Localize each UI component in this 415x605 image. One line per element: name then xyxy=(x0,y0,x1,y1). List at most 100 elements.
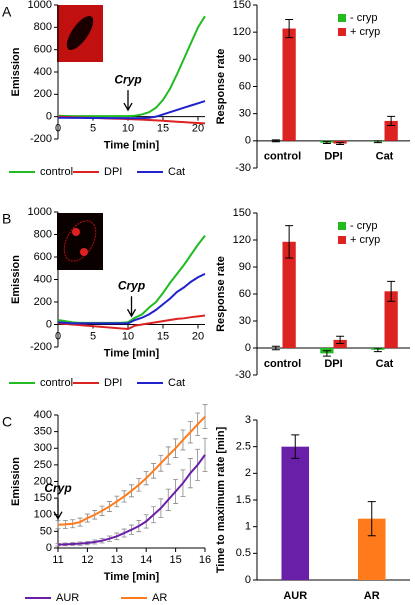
legend-label: + cryp xyxy=(350,26,380,38)
y-tick-label: 30 xyxy=(239,315,251,327)
y-axis-title: Emission xyxy=(10,457,22,506)
legend-label: control xyxy=(40,166,73,178)
y-tick-label: 60 xyxy=(239,288,251,300)
y-tick-label: 1.5 xyxy=(236,494,251,506)
y-tick-label: 800 xyxy=(34,21,52,33)
y-tick-label: 400 xyxy=(34,409,52,421)
y-tick-label: 90 xyxy=(239,261,251,273)
error-bar xyxy=(322,350,331,357)
y-axis-title: Response rate xyxy=(215,49,227,125)
line xyxy=(57,454,206,546)
panel-label: C xyxy=(2,414,12,430)
inset-image-a xyxy=(57,5,103,62)
y-tick-label: 60 xyxy=(239,80,251,92)
inset-spot xyxy=(80,248,88,256)
y-tick-label: 90 xyxy=(239,53,251,65)
legend-label: + cryp xyxy=(350,234,380,246)
line xyxy=(57,15,206,118)
y-tick-label: -200 xyxy=(30,341,52,353)
error-bar xyxy=(291,434,300,459)
x-tick-label: 0 xyxy=(55,123,61,135)
x-tick-label: 5 xyxy=(90,330,96,342)
x-tick-label: 16 xyxy=(199,554,211,566)
y-tick-label: 0 xyxy=(46,111,52,123)
y-tick-label: 2.5 xyxy=(236,441,251,453)
x-tick-label: 5 xyxy=(90,123,96,135)
category-label: control xyxy=(264,358,301,370)
inset-image-b xyxy=(57,213,103,270)
bar xyxy=(282,241,296,348)
y-tick-label: 1000 xyxy=(28,0,52,11)
error-bar xyxy=(336,142,345,145)
y-tick-label: 0 xyxy=(46,318,52,330)
panel-label: B xyxy=(2,211,11,227)
line xyxy=(57,314,206,331)
annotation: Cryp xyxy=(114,72,141,86)
x-axis-title: Time [min] xyxy=(104,140,160,152)
error-bar xyxy=(387,115,396,126)
category-label: DPI xyxy=(324,358,342,370)
x-tick-label: 10 xyxy=(122,123,134,135)
category-label: control xyxy=(264,151,301,163)
error-bar xyxy=(322,141,331,145)
category-label: DPI xyxy=(324,151,342,163)
x-tick-label: 14 xyxy=(140,554,152,566)
bar xyxy=(384,291,398,348)
y-tick-label: -30 xyxy=(235,162,251,174)
error-bar xyxy=(373,140,382,144)
line xyxy=(58,100,206,120)
panel-label: A xyxy=(2,4,12,20)
x-tick-label: 13 xyxy=(111,554,123,566)
y-tick-label: 120 xyxy=(233,26,251,38)
y-tick-label: 3 xyxy=(245,414,251,426)
error-bar xyxy=(387,280,396,302)
y-tick-label: 150 xyxy=(233,207,251,219)
legend-swatch xyxy=(338,222,346,230)
y-tick-label: 1 xyxy=(245,521,251,533)
legend-swatch xyxy=(338,236,346,244)
y-tick-label: 400 xyxy=(34,273,52,285)
annotation-arrow xyxy=(123,90,133,112)
y-tick-label: 120 xyxy=(233,234,251,246)
x-axis-title: Time [min] xyxy=(104,347,160,359)
y-tick-label: 0 xyxy=(245,135,251,147)
x-tick-label: 20 xyxy=(192,330,204,342)
line xyxy=(57,272,206,325)
error-bar xyxy=(285,18,294,39)
error-bar xyxy=(336,335,345,344)
y-tick-label: 1000 xyxy=(28,206,52,218)
error-bar xyxy=(271,139,280,143)
error-bar xyxy=(271,345,280,351)
x-tick-label: 15 xyxy=(157,123,169,135)
y-tick-label: 300 xyxy=(34,442,52,454)
legend-label: AUR xyxy=(56,592,79,604)
legend-swatch xyxy=(338,14,346,22)
y-tick-label: 150 xyxy=(233,0,251,11)
x-tick-label: 12 xyxy=(81,554,93,566)
x-tick-label: 15 xyxy=(169,554,181,566)
legend-label: - cryp xyxy=(350,12,378,24)
legend-label: - cryp xyxy=(350,220,378,232)
category-label: Cat xyxy=(376,358,394,370)
y-tick-label: 600 xyxy=(34,251,52,263)
inset-bg xyxy=(57,213,103,270)
inset-cell xyxy=(63,220,97,262)
y-tick-label: 250 xyxy=(34,459,52,471)
x-tick-label: 11 xyxy=(52,554,63,566)
y-tick-label: 0 xyxy=(245,574,251,586)
y-tick-label: 50 xyxy=(40,525,52,537)
y-axis-title: Time to maximum rate [min] xyxy=(215,426,227,573)
y-tick-label: 150 xyxy=(34,492,52,504)
y-tick-label: 100 xyxy=(34,509,52,521)
x-tick-label: 10 xyxy=(122,330,134,342)
legend-label: AR xyxy=(152,592,167,604)
y-axis-title: Emission xyxy=(10,47,22,96)
y-tick-label: 2 xyxy=(245,467,251,479)
bar xyxy=(282,28,296,141)
category-label: AUR xyxy=(283,590,307,602)
y-tick-label: 0 xyxy=(245,342,251,354)
y-tick-label: 30 xyxy=(239,108,251,120)
y-tick-label: 600 xyxy=(34,44,52,56)
category-label: Cat xyxy=(376,151,394,163)
